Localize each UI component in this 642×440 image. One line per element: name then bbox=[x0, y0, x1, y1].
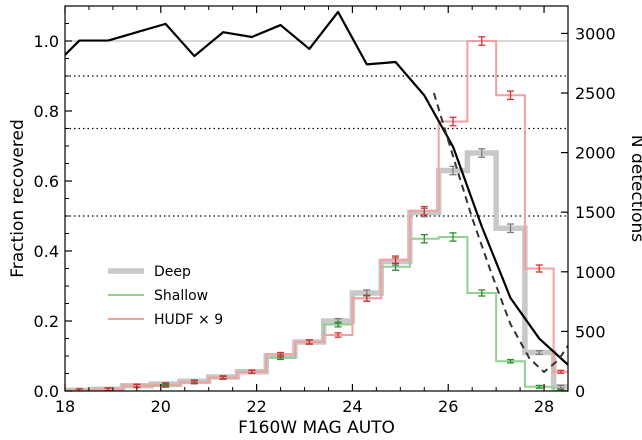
error-bar-hudf-9-6 bbox=[248, 369, 256, 374]
error-bar-shallow-13 bbox=[449, 232, 457, 242]
error-bar-hudf-9-11 bbox=[392, 255, 400, 265]
legend-label: Deep bbox=[154, 264, 191, 280]
error-bar-hudf-9-4 bbox=[190, 380, 198, 385]
error-bar-hudf-9-13 bbox=[449, 116, 457, 127]
y-tick-label: 0.8 bbox=[34, 102, 59, 121]
error-bar-hudf-9-17 bbox=[557, 369, 565, 374]
error-bar-shallow-14 bbox=[478, 289, 486, 297]
y2-tick-label: 3000 bbox=[575, 24, 616, 43]
x-tick-label: 26 bbox=[438, 397, 458, 416]
legend-label: HUDF × 9 bbox=[154, 312, 223, 328]
legend: Deep Shallow HUDF × 9 bbox=[108, 264, 223, 328]
error-bar-shallow-17 bbox=[557, 388, 565, 391]
error-bar-hudf-9-9 bbox=[334, 332, 342, 338]
y2-tick-label: 1000 bbox=[575, 263, 616, 282]
reference-lines bbox=[65, 40, 568, 217]
error-bar-shallow-9 bbox=[334, 321, 342, 328]
error-bar-hudf-9-8 bbox=[305, 339, 313, 345]
y-tick-label: 0.2 bbox=[34, 312, 59, 331]
series-hudf-9-step bbox=[65, 40, 568, 391]
series-layer bbox=[65, 10, 568, 391]
legend-label: Shallow bbox=[154, 288, 208, 304]
error-bar-hudf-9-12 bbox=[420, 205, 428, 216]
legend-entry-shallow: Shallow bbox=[108, 288, 208, 304]
y-tick-label: 0.0 bbox=[34, 382, 59, 401]
error-bar-deep-16 bbox=[535, 350, 543, 355]
y2-tick-label: 500 bbox=[575, 322, 606, 341]
error-bar-deep-15 bbox=[507, 223, 515, 234]
error-bar-hudf-9-16 bbox=[535, 264, 543, 273]
error-bar-deep-17 bbox=[557, 384, 565, 389]
x-tick-label: 18 bbox=[55, 397, 75, 416]
error-bar-deep-14 bbox=[478, 148, 486, 158]
x-tick-label: 20 bbox=[151, 397, 171, 416]
y-axis-label: Fraction recovered bbox=[8, 119, 28, 277]
y2-tick-label: 2000 bbox=[575, 144, 616, 163]
x-axis-label: F160W MAG AUTO bbox=[238, 418, 395, 438]
y-tick-label: 0.4 bbox=[34, 242, 59, 261]
error-bar-hudf-9-15 bbox=[507, 90, 515, 101]
x-tick-label: 22 bbox=[246, 397, 266, 416]
y-tick-label: 1.0 bbox=[34, 32, 59, 51]
y2-tick-label: 2500 bbox=[575, 84, 616, 103]
error-bar-shallow-15 bbox=[507, 358, 515, 364]
error-bar-shallow-16 bbox=[535, 384, 543, 389]
y2-axis-label: N detections bbox=[627, 135, 642, 242]
n-detections-line-solid bbox=[65, 10, 568, 366]
y2-tick-label: 1500 bbox=[575, 203, 616, 222]
axis-ticks: 18 20 22 24 26 28 0.0 0.2 0.4 0.6 0.8 1.0 0 500 1000 15… bbox=[34, 6, 616, 416]
error-bar-hudf-9-3 bbox=[162, 382, 170, 387]
y-tick-label: 0.6 bbox=[34, 172, 59, 191]
legend-entry-deep: Deep bbox=[108, 264, 191, 280]
n-detections-line-dashed bbox=[432, 92, 568, 373]
error-bar-hudf-9-7 bbox=[277, 351, 285, 357]
legend-entry-hudf-9: HUDF × 9 bbox=[108, 312, 223, 328]
x-tick-label: 28 bbox=[534, 397, 554, 416]
error-bar-shallow-12 bbox=[420, 234, 428, 244]
error-bar-hudf-9-14 bbox=[478, 36, 486, 46]
series-shallow-step bbox=[65, 236, 568, 391]
error-bar-hudf-9-5 bbox=[219, 375, 227, 380]
plot-frame bbox=[64, 5, 569, 392]
error-bars bbox=[75, 36, 565, 391]
error-bar-deep-13 bbox=[449, 165, 457, 176]
error-bar-hudf-9-10 bbox=[363, 294, 371, 302]
error-bar-hudf-9-0 bbox=[75, 388, 83, 391]
x-tick-label: 24 bbox=[342, 397, 362, 416]
y2-tick-label: 0 bbox=[575, 382, 585, 401]
